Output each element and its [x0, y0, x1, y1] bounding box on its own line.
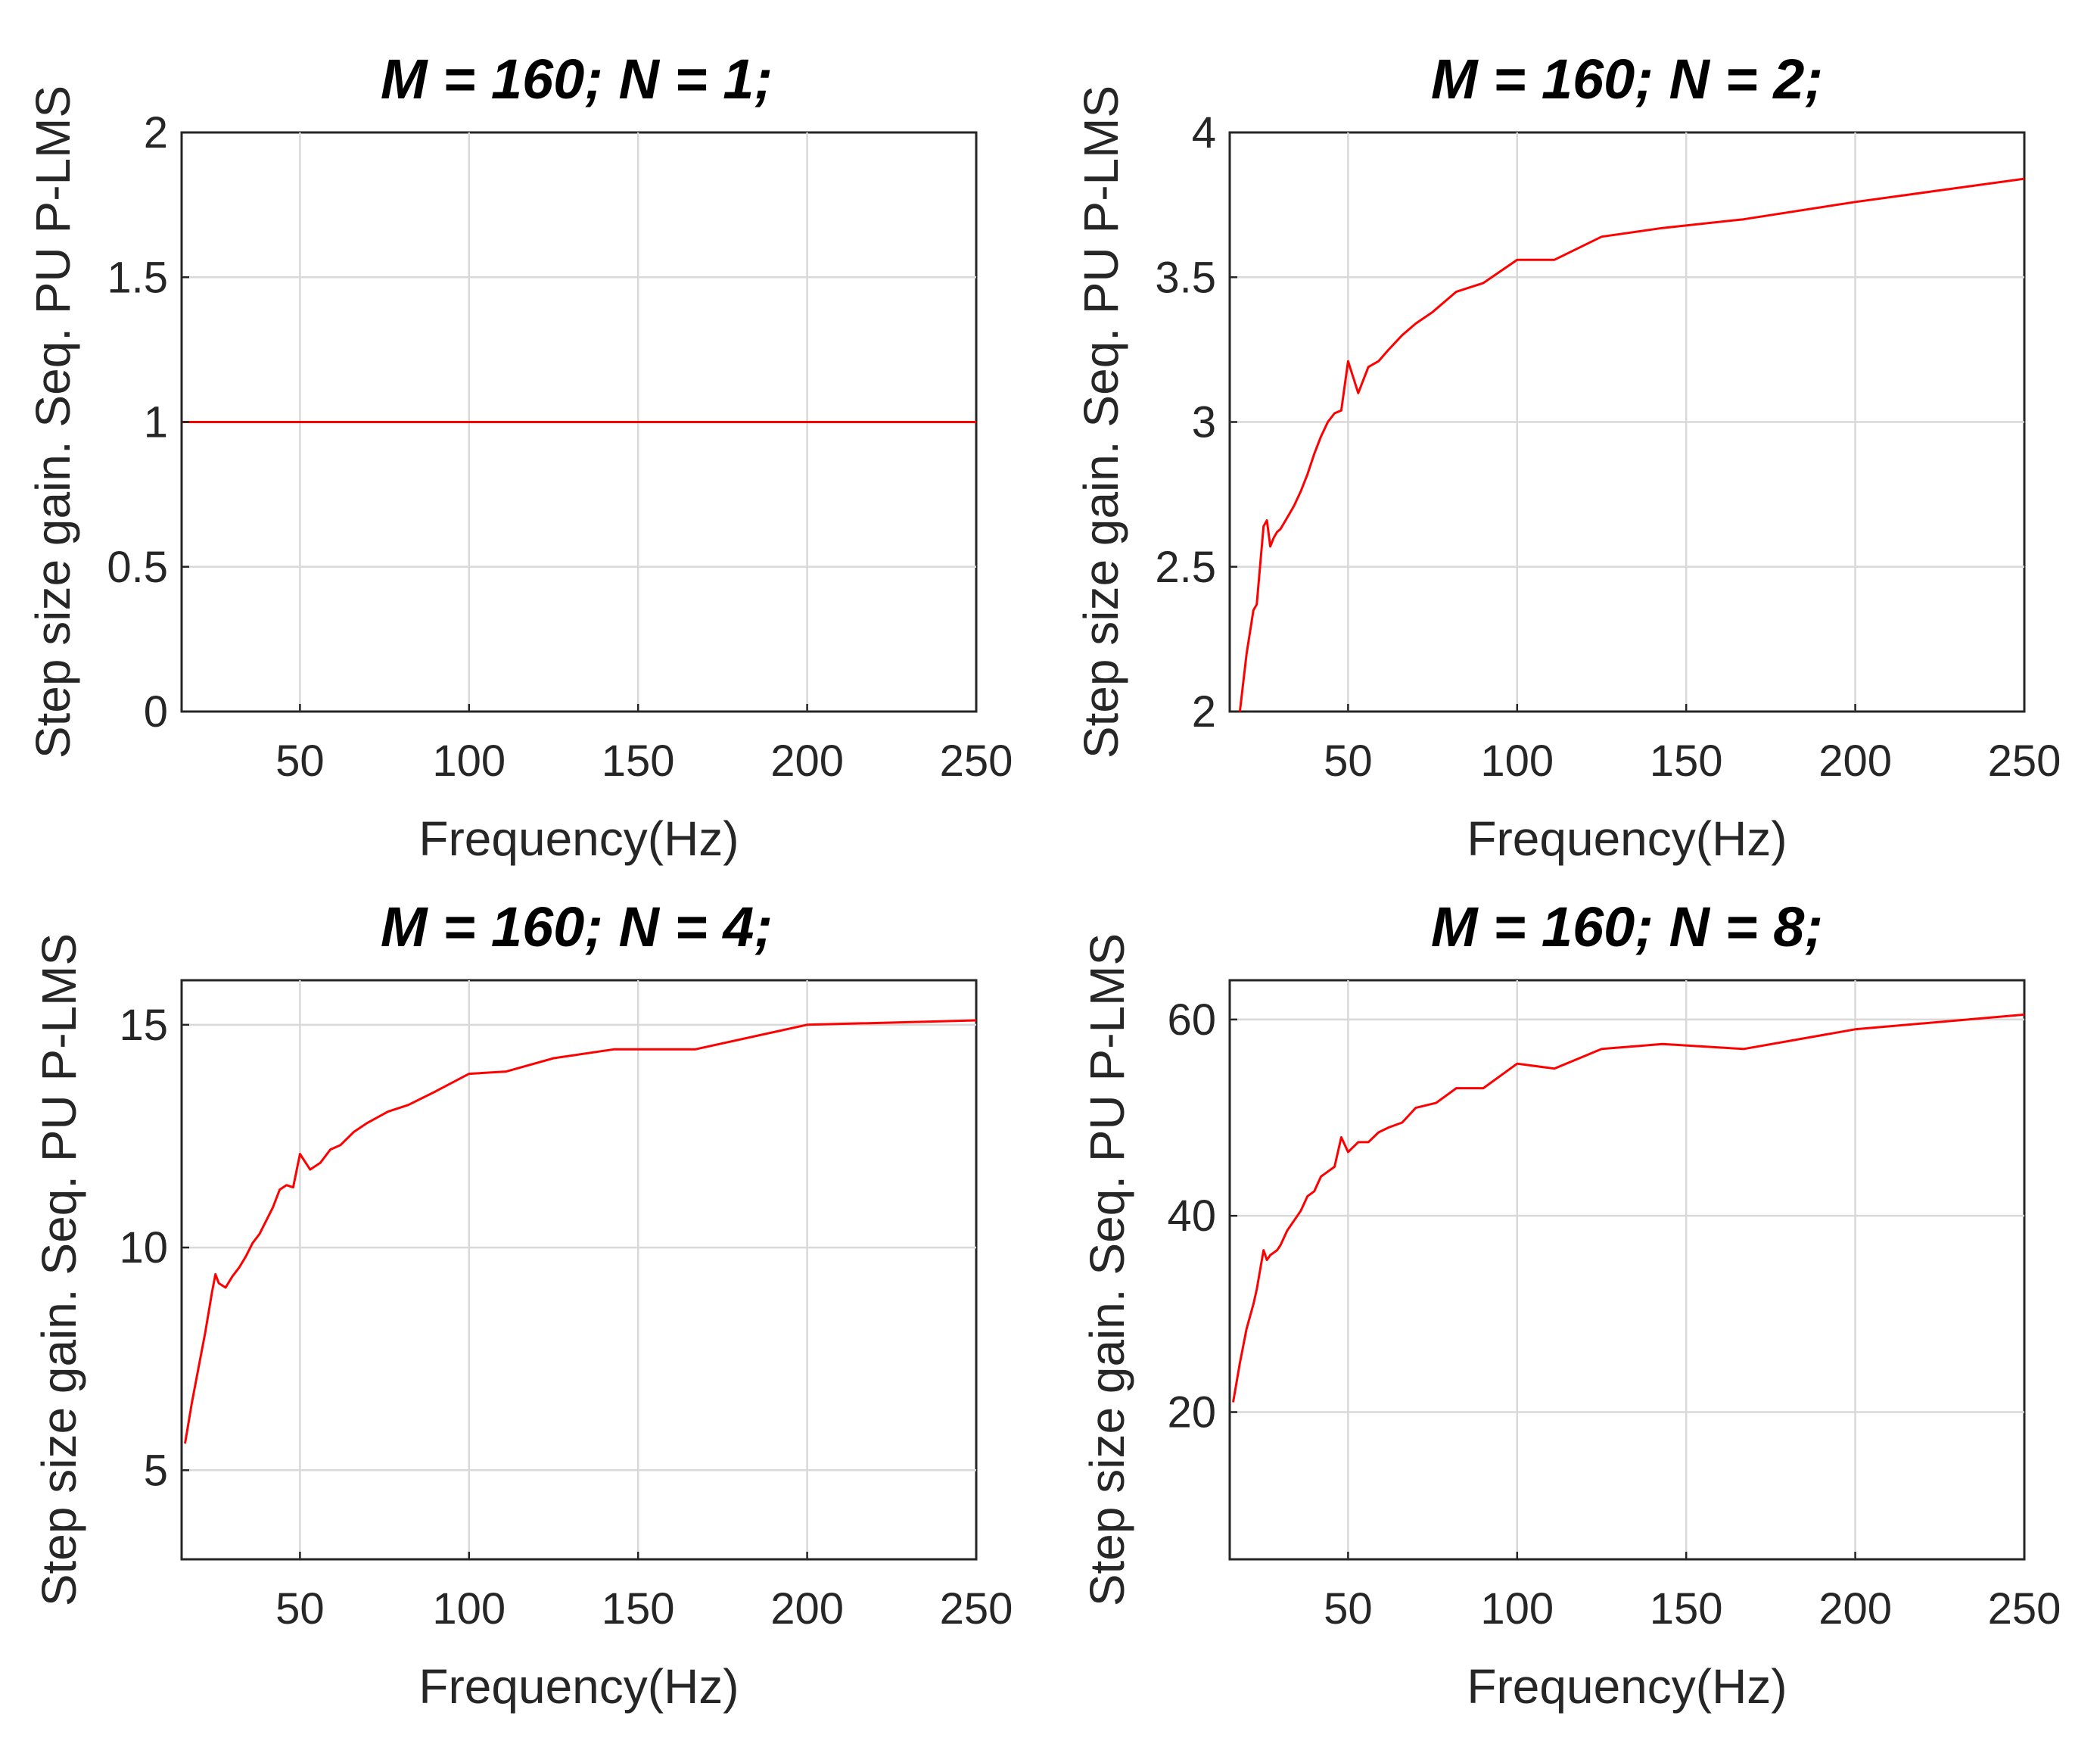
x-tick-labels: 50 100 150 200 250: [275, 737, 1013, 786]
subplot-n2: M = 160; N = 2; 50 100 150 200 250 2 2.5 3 3.5 4…: [1074, 48, 2061, 866]
series-lines: [184, 1019, 977, 1444]
y-tick-label: 20: [1167, 1388, 1216, 1437]
x-tick-label: 200: [1818, 1584, 1892, 1633]
x-tick-labels: 50 100 150 200 250: [1324, 737, 2061, 786]
grid-lines: [1230, 980, 2024, 1559]
x-tick-label: 100: [1480, 737, 1554, 786]
x-tick-label: 100: [432, 1584, 506, 1633]
y-tick-label: 0.5: [107, 543, 168, 592]
x-tick-label: 200: [770, 1584, 844, 1633]
y-tick-labels: 5 10 15: [119, 1001, 168, 1495]
subplot-title: M = 160; N = 8;: [1431, 895, 1823, 958]
grid-lines: [182, 980, 976, 1559]
y-tick-label: 3.5: [1155, 253, 1216, 302]
x-tick-label: 250: [940, 1584, 1013, 1633]
x-tick-label: 50: [275, 737, 325, 786]
x-tick-labels: 50 100 150 200 250: [275, 1584, 1013, 1633]
y-tick-label: 0: [144, 687, 168, 737]
x-tick-label: 150: [602, 1584, 675, 1633]
x-tick-label: 200: [1818, 737, 1892, 786]
subplot-n4: M = 160; N = 4; 50 100 150 200 250 5 10 15 Fre…: [32, 895, 1013, 1714]
subplot-n8: M = 160; N = 8; 50 100 150 200 250 20 40 60 Fr…: [1080, 895, 2061, 1714]
x-tick-label: 150: [1650, 1584, 1723, 1633]
y-tick-label: 10: [119, 1223, 168, 1272]
y-tick-label: 60: [1167, 995, 1216, 1045]
x-tick-label: 150: [1650, 737, 1723, 786]
y-tick-label: 1: [144, 398, 168, 447]
grid-lines: [1230, 132, 2024, 712]
y-tick-labels: 0 0.5 1 1.5 2: [107, 108, 168, 737]
x-axis-label: Frequency(Hz): [418, 1659, 739, 1714]
y-tick-label: 2: [144, 108, 168, 157]
series-line: [1232, 1013, 2025, 1403]
series-line: [184, 1019, 977, 1444]
x-tick-label: 50: [1324, 1584, 1373, 1633]
y-tick-label: 40: [1167, 1191, 1216, 1241]
y-tick-label: 3: [1192, 398, 1216, 447]
y-axis-label: Step size gain. Seq. PU P-LMS: [32, 933, 86, 1606]
x-tick-label: 250: [940, 737, 1013, 786]
y-tick-labels: 20 40 60: [1167, 995, 1216, 1437]
y-axis-label: Step size gain. Seq. PU P-LMS: [26, 86, 80, 758]
x-axis-label: Frequency(Hz): [1467, 811, 1787, 866]
x-tick-label: 50: [1324, 737, 1373, 786]
x-tick-label: 250: [1988, 1584, 2061, 1633]
x-tick-label: 100: [432, 737, 506, 786]
x-axis-label: Frequency(Hz): [1467, 1659, 1787, 1714]
y-tick-label: 1.5: [107, 253, 168, 302]
x-tick-label: 100: [1480, 1584, 1554, 1633]
x-axis-label: Frequency(Hz): [418, 811, 739, 866]
y-tick-label: 15: [119, 1001, 168, 1050]
x-tick-label: 150: [602, 737, 675, 786]
y-tick-label: 4: [1192, 108, 1216, 157]
axes-frame: [180, 979, 978, 1561]
y-tick-label: 2: [1192, 687, 1216, 737]
subplot-title: M = 160; N = 4;: [381, 895, 773, 958]
x-tick-label: 50: [275, 1584, 325, 1633]
series-lines: [1238, 177, 2025, 712]
y-tick-label: 5: [144, 1446, 168, 1495]
series-lines: [1232, 1013, 2025, 1403]
axes-frame: [1228, 979, 2026, 1561]
subplot-title: M = 160; N = 2;: [1431, 48, 1823, 111]
subplot-n1: M = 160; N = 1; 50 100 150 200 250 0 0.5 1 1.5 2…: [26, 48, 1013, 866]
y-axis-label: Step size gain. Seq. PU P-LMS: [1074, 86, 1128, 758]
y-tick-label: 2.5: [1155, 543, 1216, 592]
x-tick-label: 250: [1988, 737, 2061, 786]
y-tick-labels: 2 2.5 3 3.5 4: [1155, 108, 1216, 737]
series-line: [1238, 177, 2025, 712]
x-tick-labels: 50 100 150 200 250: [1324, 1584, 2061, 1633]
y-axis-label: Step size gain. Seq. PU P-LMS: [1080, 933, 1134, 1606]
x-tick-label: 200: [770, 737, 844, 786]
subplot-title: M = 160; N = 1;: [381, 48, 773, 111]
